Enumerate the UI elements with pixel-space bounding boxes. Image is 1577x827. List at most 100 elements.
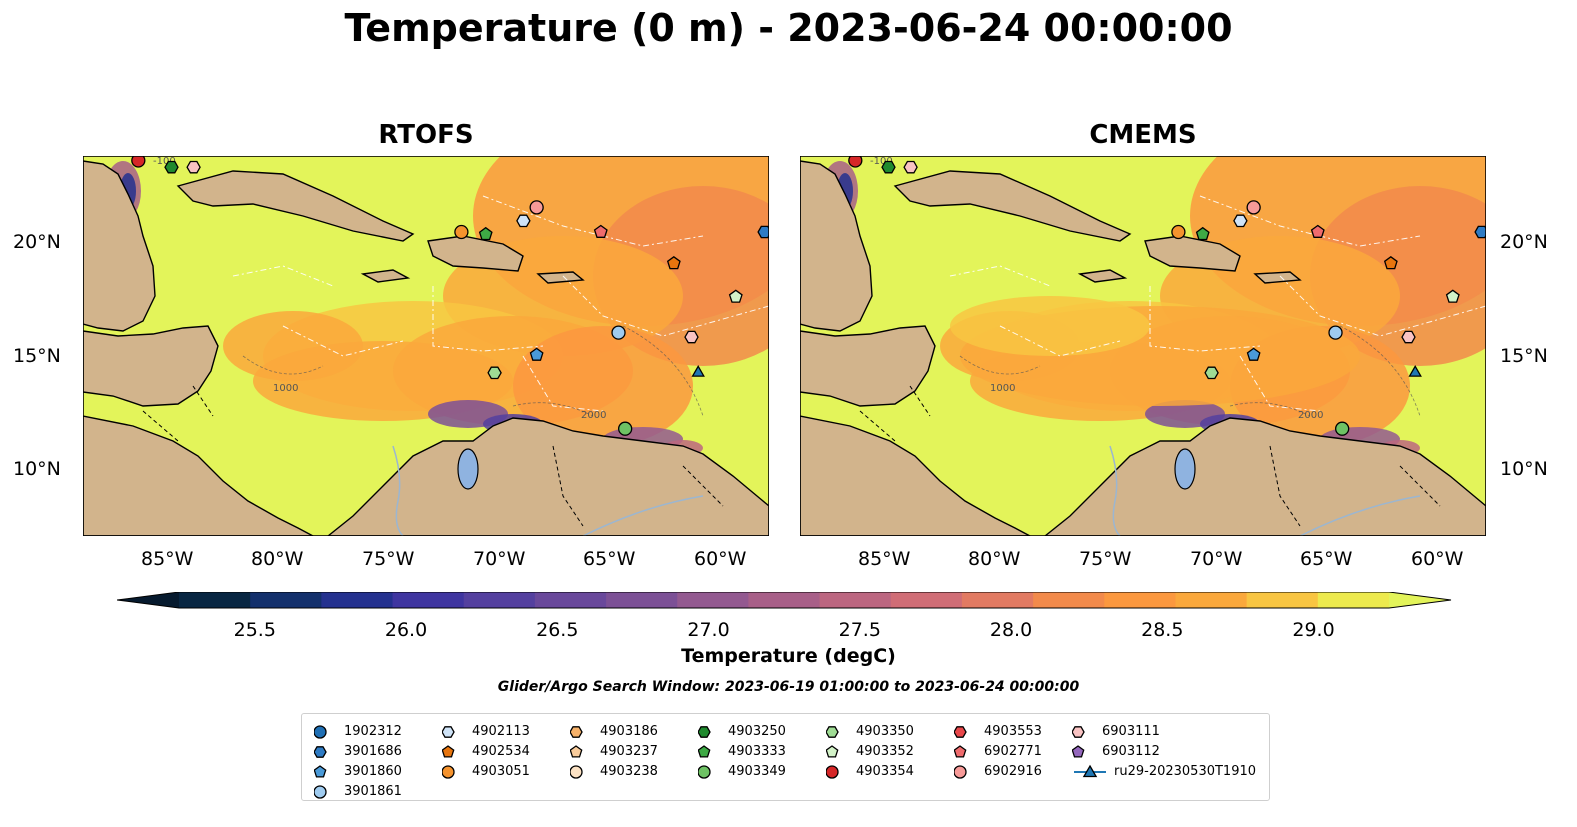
float-marker-4903349 [1335,421,1350,436]
lon-tick-left-75w: 75°W [362,548,415,570]
legend-marker-icon [826,765,839,779]
colorbar-segment [1317,592,1390,608]
lon-tick-left-65w: 65°W [583,548,636,570]
float-marker-6902916 [529,200,544,215]
legend-marker-icon [954,765,967,779]
colorbar-tick-label: 27.0 [687,619,730,641]
legend-label: 4902113 [472,724,530,739]
lat-tick-right-10n: 10°N [1500,458,1548,480]
colorbar-segment [819,592,892,608]
legend-marker-icon [1072,726,1085,738]
legend-label: 4903349 [728,764,786,779]
legend-label: 4903350 [856,724,914,739]
colorbar-segment [890,592,963,608]
contour-label: -100 [870,156,893,167]
legend-marker-icon [314,746,327,758]
legend-label: 4903250 [728,724,786,739]
legend-label: 4902534 [472,744,530,759]
float-marker-4903354 [848,156,863,168]
legend-label: 6902916 [984,764,1042,779]
legend-label: 1902312 [344,724,402,739]
float-marker-4903051 [454,224,469,240]
legend-label: 4903354 [856,764,914,779]
contour-label: 1000 [273,383,298,394]
float-marker-4903349 [618,421,633,436]
lon-tick-right-60w: 60°W [1411,548,1464,570]
lat-tick-left-10n: 10°N [13,458,61,480]
float-marker-4902534 [1383,255,1398,270]
cmems-temperature-map: 1000 2000 -100 [800,156,1486,536]
float-marker-6903111 [1401,330,1416,344]
colorbar-segment [534,592,607,608]
legend-marker-icon [314,785,327,799]
legend-label: 4903333 [728,744,786,759]
colorbar-tick-label: 28.0 [989,619,1033,641]
float-marker-4902113 [516,214,531,228]
colorbar-tick-label: 26.5 [536,619,579,641]
legend-label: ru29-20230530T1910 [1114,764,1257,779]
float-marker-3901686 [757,225,769,239]
contour-label: 2000 [581,410,606,421]
rtofs-temperature-map: 1000 2000 -100 [83,156,769,536]
colorbar-segment [1246,592,1319,608]
lon-tick-left-80w: 80°W [251,548,304,570]
legend-marker-icon [826,726,839,738]
float-marker-4903051 [1171,224,1186,240]
float-marker-6902771 [1310,224,1325,238]
float-marker-4902113 [1233,214,1248,228]
float-marker-4903352 [1445,289,1460,303]
search-window-note: Glider/Argo Search Window: 2023-06-19 01… [497,679,1080,695]
legend-marker-icon [570,745,583,758]
contour-label: 2000 [1298,410,1323,421]
colorbar-segment [392,592,465,608]
figure-title: Temperature (0 m) - 2023-06-24 00:00:00 [344,6,1233,50]
panel-title-cmems: CMEMS [1089,120,1197,150]
legend-label: 4903237 [600,744,658,759]
float-marker-3901861 [611,325,626,340]
lon-tick-right-85w: 85°W [858,548,911,570]
float-marker-6902771 [593,224,608,238]
colorbar-tick-label: 29.0 [1292,619,1335,641]
legend-marker-icon [314,725,327,739]
legend-label: 4903553 [984,724,1042,739]
float-marker-4902534 [666,255,681,270]
colorbar-segment [179,592,251,608]
legend-marker-icon [1072,745,1085,758]
colorbar-segment [463,592,536,608]
legend-marker-icon [954,726,967,738]
float-marker-4903250 [881,160,896,174]
legend-label: 3901860 [344,764,402,779]
legend-label: 3901861 [344,784,402,799]
colorbar-tick-label: 26.0 [384,619,428,641]
temperature-colorbar [117,592,1452,609]
colorbar-tick-label: 28.5 [1141,619,1184,641]
legend-label: 3901686 [344,744,402,759]
legend-marker-icon [698,745,711,758]
float-marker-6903111 [684,330,699,344]
lon-tick-left-60w: 60°W [694,548,747,570]
float-marker-ru29-20230530T1910 [1408,364,1422,377]
colorbar-segment [606,592,678,608]
legend-marker-icon [570,726,583,738]
colorbar-tick-label: 25.5 [233,619,276,641]
colorbar-segment [1033,592,1105,608]
legend-label: 4903238 [600,764,658,779]
float-legend: 1902312 3901686 3901860 3901861 4902113 49025… [301,713,1270,801]
legend-label: 4903352 [856,744,914,759]
legend-label: 6902771 [984,744,1042,759]
lat-tick-right-15n: 15°N [1500,345,1548,367]
colorbar-segment [1175,592,1248,608]
colorbar-segment [1104,592,1176,608]
colorbar-tick-label: 27.5 [838,619,881,641]
legend-marker-icon [570,765,583,779]
colorbar-segment [961,592,1034,608]
lat-tick-right-20n: 20°N [1500,231,1548,253]
colorbar-segment [748,592,821,608]
colorbar-title: Temperature (degC) [681,645,896,667]
legend-marker-icon [1074,764,1106,778]
legend-marker-icon [442,745,455,758]
colorbar-segment [321,592,394,608]
lat-tick-left-15n: 15°N [13,345,61,367]
legend-marker-icon [314,765,327,778]
float-marker-3901686 [1474,225,1486,239]
